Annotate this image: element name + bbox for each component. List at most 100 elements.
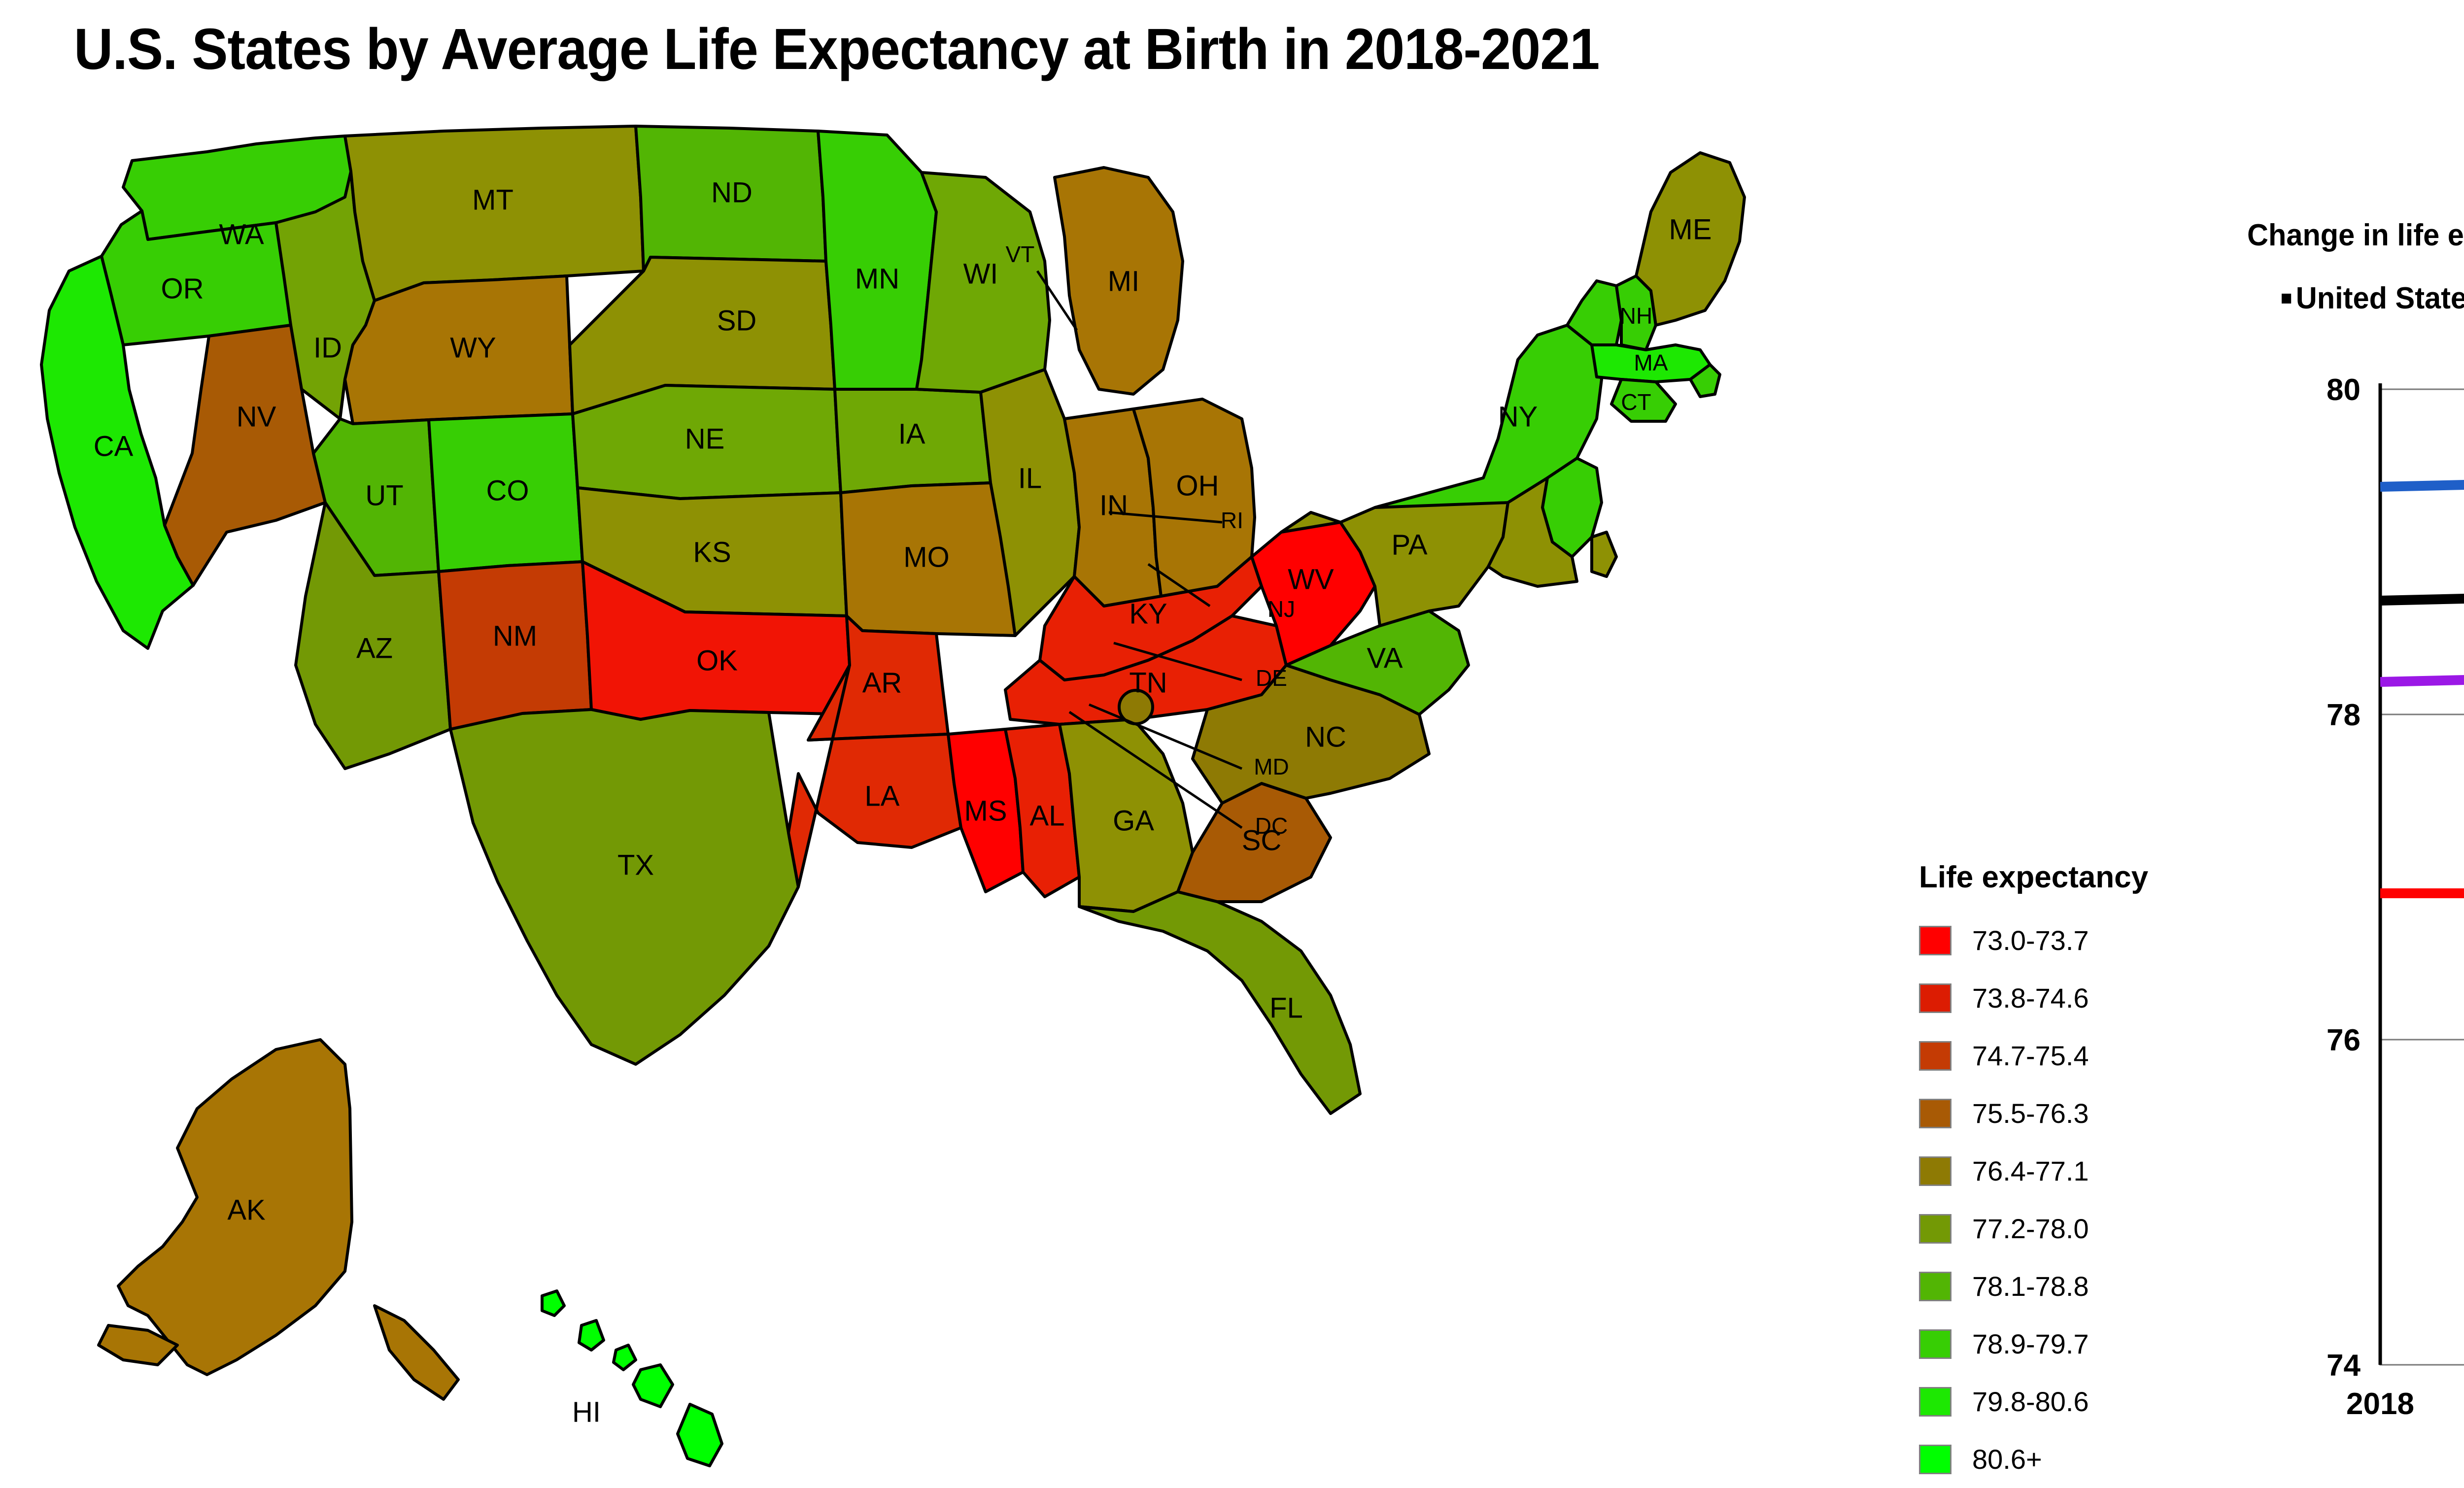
legend-range-label: 73.0-73.7 (1972, 925, 2089, 956)
state-hi[interactable] (541, 1289, 566, 1317)
state-tx[interactable] (449, 708, 800, 1066)
state-me[interactable] (1635, 151, 1746, 327)
choropleth-map-panel: WA OR CA NV ID MT WY UT CO AZ NM ND SD NE KS OK TX MN IA MO… (0, 113, 1922, 1478)
state-label-ms: MS (964, 795, 1007, 827)
state-label-mi: MI (1108, 265, 1139, 297)
legend-row: 73.8-74.6 (1907, 969, 2183, 1027)
state-ak-islands[interactable] (97, 1324, 179, 1366)
legend-row: 80.6+ (1907, 1430, 2183, 1488)
state-label-nv: NV (237, 401, 276, 433)
state-label-pa: PA (1391, 529, 1427, 561)
state-label-wa: WA (219, 218, 264, 250)
series-line-blue-states[interactable] (2380, 479, 2464, 764)
state-label-nd: ND (711, 176, 753, 208)
state-label-ky: KY (1129, 598, 1167, 630)
y-axis-tick-label: 74 (2327, 1349, 2361, 1383)
series-line-united-states[interactable] (2380, 593, 2464, 959)
state-label-co: CO (486, 474, 529, 507)
y-axis-tick-label: 78 (2327, 698, 2361, 732)
legend-row: 76.4-77.1 (1907, 1142, 2183, 1200)
state-label-ca: CA (94, 430, 134, 462)
legend-row: 78.1-78.8 (1907, 1257, 2183, 1315)
state-ca[interactable] (40, 255, 195, 650)
state-label-az: AZ (356, 632, 393, 664)
page-title: U.S. States by Average Life Expectancy a… (74, 17, 1600, 82)
legend-color-swatch (1919, 925, 1951, 955)
state-label-ar: AR (862, 667, 902, 699)
legend-range-label: 78.1-78.8 (1972, 1271, 2089, 1302)
state-label-va: VA (1367, 642, 1403, 674)
legend-row: 79.8-80.6 (1907, 1373, 2183, 1430)
legend-range-label: 73.8-74.6 (1972, 982, 2089, 1014)
state-label-vt: VT (1006, 241, 1035, 267)
state-label-ia: IA (898, 418, 925, 450)
legend-range-label: 74.7-75.4 (1972, 1040, 2089, 1071)
state-hi-island-2[interactable] (578, 1319, 605, 1352)
state-hi-island-3[interactable] (612, 1344, 637, 1371)
legend-row: 74.7-75.4 (1907, 1027, 2183, 1084)
legend-row: 78.9-79.7 (1907, 1315, 2183, 1373)
legend-color-swatch (1919, 1444, 1951, 1474)
state-label-mn: MN (855, 263, 899, 295)
state-label-or: OR (161, 272, 204, 304)
state-label-wv: WV (1288, 563, 1334, 595)
state-label-mt: MT (472, 184, 513, 216)
state-label-md: MD (1254, 754, 1289, 779)
state-mi[interactable] (1053, 166, 1184, 396)
state-hi-island-4[interactable] (632, 1363, 674, 1408)
state-fl[interactable] (1078, 890, 1362, 1115)
legend-range-label: 77.2-78.0 (1972, 1213, 2089, 1244)
state-label-me: ME (1669, 213, 1712, 245)
state-hi-island-5[interactable] (676, 1403, 723, 1467)
state-label-sd: SD (717, 304, 757, 337)
state-ok[interactable] (581, 560, 854, 721)
state-label-ct: CT (1621, 389, 1651, 415)
chart-legend[interactable]: United StatesRed statesBlue statesSwing … (2282, 281, 2464, 316)
state-label-de: DE (1256, 665, 1287, 691)
legend-color-swatch (1919, 1098, 1951, 1128)
legend-color-swatch (1919, 1387, 1951, 1417)
legend-range-label: 76.4-77.1 (1972, 1155, 2089, 1186)
state-label-wy: WY (450, 332, 496, 364)
legend-title: Life expectancy (1919, 860, 2149, 894)
state-il[interactable] (979, 368, 1081, 637)
state-label-nh: NH (1620, 303, 1652, 329)
state-label-fl: FL (1269, 992, 1303, 1024)
plot-frame (2379, 388, 2464, 1366)
legend-color-swatch (1919, 1214, 1951, 1244)
state-ak-panhandle[interactable] (373, 1304, 460, 1401)
state-az[interactable] (294, 501, 452, 770)
state-label-nc: NC (1305, 721, 1346, 753)
legend-marker-icon (2282, 293, 2292, 304)
legend-color-swatch (1919, 1329, 1951, 1359)
state-label-ri: RI (1221, 507, 1243, 533)
state-label-ak: AK (227, 1194, 266, 1226)
state-la[interactable] (787, 664, 962, 888)
state-label-ma: MA (1634, 350, 1668, 375)
series-line-swing-states[interactable] (2380, 674, 2464, 1064)
legend-color-swatch (1919, 1041, 1951, 1071)
series-line-red-states[interactable] (2380, 888, 2464, 1316)
chart-legend-item[interactable]: United States (2282, 281, 2464, 316)
state-de[interactable] (1590, 531, 1618, 578)
legend-row: 75.5-76.3 (1907, 1084, 2183, 1142)
state-ri[interactable] (1689, 363, 1721, 398)
state-ak[interactable] (117, 1038, 353, 1376)
state-label-ut: UT (365, 479, 403, 511)
state-label-dc: DC (1255, 813, 1288, 839)
us-states-map[interactable]: WA OR CA NV ID MT WY UT CO AZ NM ND SD NE KS OK TX MN IA MO… (0, 113, 1922, 1478)
state-ct[interactable] (1610, 378, 1677, 423)
state-label-hi: HI (572, 1396, 601, 1428)
state-va[interactable] (1285, 609, 1470, 716)
state-label-nm: NM (493, 620, 537, 652)
legend-range-label: 75.5-76.3 (1972, 1098, 2089, 1129)
y-axis-tick-label: 80 (2327, 373, 2361, 407)
legend-range-label: 78.9-79.7 (1972, 1328, 2089, 1359)
state-label-tn: TN (1129, 667, 1167, 699)
state-label-ny: NY (1498, 401, 1538, 433)
state-mn[interactable] (817, 130, 938, 391)
state-label-la: LA (865, 780, 900, 812)
state-md[interactable] (1487, 476, 1578, 588)
y-axis-tick-label: 76 (2327, 1023, 2361, 1057)
